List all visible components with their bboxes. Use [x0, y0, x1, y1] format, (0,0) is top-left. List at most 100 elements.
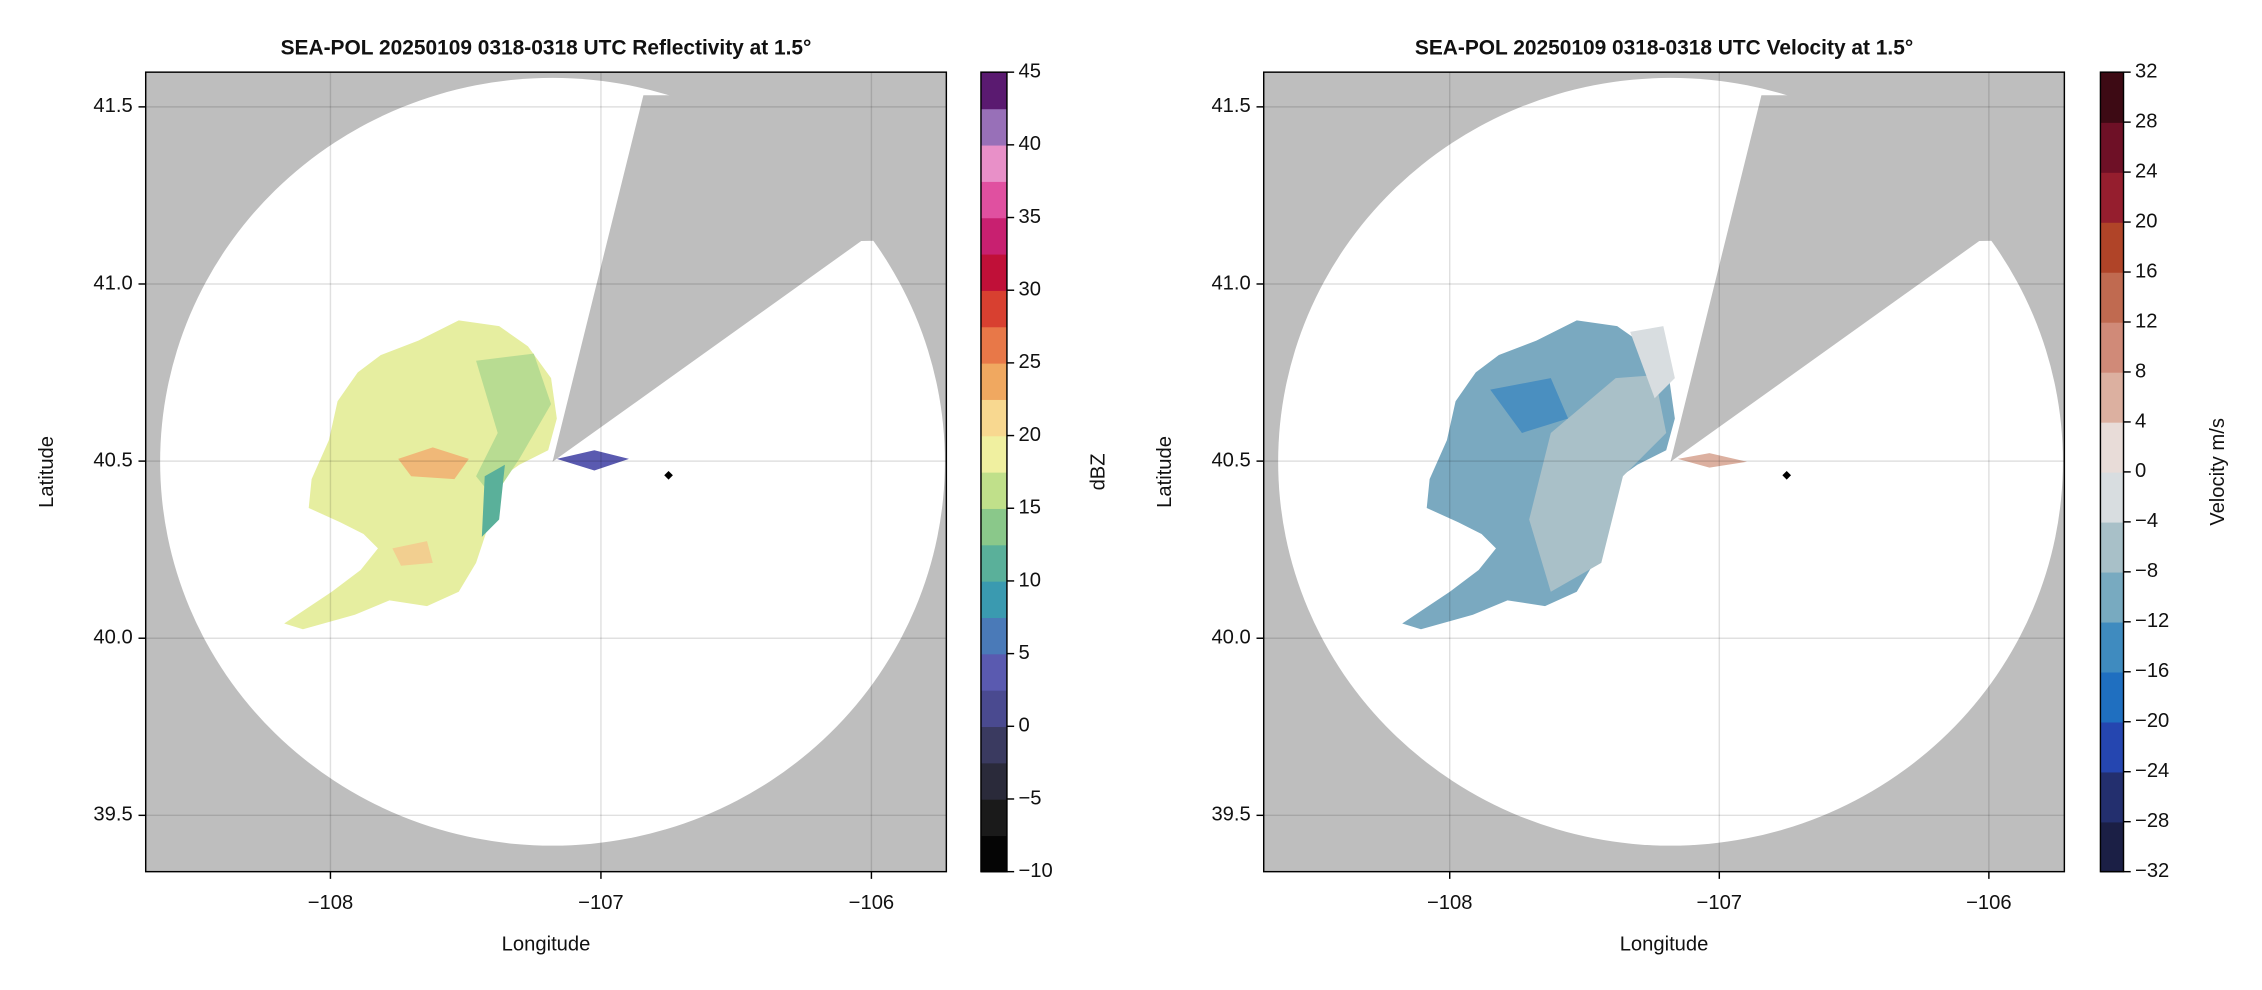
colorbar-tick-label: 15 — [1018, 497, 1040, 519]
colorbar-tick-label: 0 — [1018, 715, 1029, 737]
colorbar-bin — [980, 580, 1007, 618]
colorbar-tick-label: −24 — [2135, 760, 2169, 782]
colorbar-tick-label: 30 — [1018, 279, 1040, 301]
colorbar-tick-label: −4 — [2135, 510, 2158, 532]
colorbar-tick-label: 8 — [2135, 360, 2146, 382]
colorbar-label: dBZ — [1088, 453, 1110, 490]
colorbar-bin — [2100, 771, 2124, 823]
x-tick-label: −106 — [849, 892, 894, 914]
colorbar-tick-label: 4 — [2135, 410, 2146, 432]
y-tick-label: 39.5 — [1211, 804, 1250, 826]
colorbar-bin — [2100, 72, 2124, 123]
echo — [1402, 320, 1747, 630]
echo — [392, 541, 433, 566]
colorbar-tick-label: 16 — [2135, 260, 2157, 282]
y-tick-label: 40.0 — [93, 627, 132, 649]
colorbar-bin — [980, 144, 1007, 182]
colorbar-tick-label: 12 — [2135, 310, 2157, 332]
colorbar-bin — [980, 399, 1007, 437]
colorbar-tick-label: 20 — [1018, 424, 1040, 446]
y-axis-label: Latitude — [36, 436, 58, 508]
colorbar-label: Velocity m/s — [2207, 418, 2229, 526]
y-tick-label: 40.0 — [1211, 627, 1250, 649]
x-tick-label: −107 — [1697, 892, 1742, 914]
colorbar-tick-label: −5 — [1018, 787, 1041, 809]
blocked-sector — [1670, 95, 2065, 462]
colorbar-tick-label: −12 — [2135, 610, 2169, 632]
colorbar-tick-label: −28 — [2135, 810, 2169, 832]
colorbar-bin — [2100, 571, 2124, 623]
colorbar-bin — [980, 544, 1007, 582]
chart-title: SEA-POL 20250109 0318-0318 UTC Reflectiv… — [281, 37, 812, 60]
colorbar-tick-label: 25 — [1018, 351, 1040, 373]
y-axis-label: Latitude — [1154, 436, 1176, 508]
colorbar-bin — [2100, 671, 2124, 723]
colorbar-bin — [2100, 521, 2124, 573]
colorbar-bin — [2100, 821, 2124, 873]
colorbar-bin — [980, 435, 1007, 473]
echo — [398, 447, 469, 480]
colorbar-bin — [980, 835, 1007, 873]
blocked-sector — [552, 95, 947, 462]
colorbar-bin — [980, 617, 1007, 655]
colorbar-bin — [2100, 222, 2124, 273]
colorbar-bin — [2100, 322, 2124, 373]
echo — [481, 464, 505, 537]
colorbar-bin — [2100, 371, 2124, 423]
colorbar-bin — [980, 762, 1007, 800]
y-tick-label: 40.5 — [1211, 449, 1250, 471]
colorbar-bin — [980, 326, 1007, 364]
chart-layer: −108 −107 −10639.540.040.541.041.5SEA-POL … — [36, 37, 2229, 956]
colorbar-tick-label: 45 — [1018, 60, 1040, 82]
colorbar-tick-label: 40 — [1018, 133, 1040, 155]
y-tick-label: 39.5 — [93, 804, 132, 826]
colorbar-tick-label: −16 — [2135, 660, 2169, 682]
x-axis-label: Longitude — [1620, 934, 1709, 956]
axes-frame — [1262, 71, 2066, 873]
colorbar-bin — [980, 689, 1007, 728]
colorbar-frame — [980, 71, 1008, 873]
y-tick-label: 41.0 — [1211, 272, 1250, 294]
y-tick-label: 41.0 — [93, 272, 132, 294]
x-tick-label: −108 — [1427, 892, 1472, 914]
colorbar-tick-label: 10 — [1018, 569, 1040, 591]
colorbar-bin — [980, 362, 1007, 400]
colorbar-tick-label: −32 — [2135, 860, 2169, 882]
echo — [476, 353, 552, 498]
radar-site — [664, 470, 673, 480]
radar-site — [1782, 470, 1792, 480]
x-tick-label: −107 — [578, 892, 623, 914]
colorbar-bin — [980, 471, 1007, 509]
colorbar-tick-label: −10 — [1018, 860, 1052, 882]
colorbar-tick-label: 24 — [2135, 160, 2157, 182]
colorbar-bin — [980, 726, 1007, 764]
plot-area — [145, 72, 947, 872]
colorbar-bin — [2100, 621, 2124, 673]
colorbar-tick-label: −8 — [2135, 560, 2158, 582]
x-axis-label: Longitude — [502, 934, 591, 956]
colorbar-bin — [980, 217, 1007, 255]
y-tick-label: 40.5 — [93, 449, 132, 471]
y-tick-label: 41.5 — [93, 95, 132, 117]
colorbar-tick-label: 5 — [1018, 642, 1029, 664]
echo — [556, 450, 629, 471]
x-tick-label: −106 — [1966, 892, 2011, 914]
colorbar-tick-label: 35 — [1018, 206, 1040, 228]
colorbar-bin — [980, 181, 1007, 219]
axes-frame — [144, 71, 948, 873]
colorbar-bin — [2100, 471, 2124, 523]
colorbar-tick-label: −20 — [2135, 710, 2169, 732]
chart-title: SEA-POL 20250109 0318-0318 UTC Velocity … — [1415, 37, 1913, 60]
y-tick-label: 41.5 — [1211, 95, 1250, 117]
colorbar-bin — [980, 508, 1007, 546]
colorbar-bin — [980, 798, 1007, 837]
colorbar-bin — [980, 290, 1007, 328]
colorbar-tick-label: 28 — [2135, 110, 2157, 132]
colorbar-bin — [2100, 272, 2124, 323]
colorbar-bin — [980, 253, 1007, 291]
colorbar-bin — [2100, 721, 2124, 773]
colorbar-tick-label: 20 — [2135, 210, 2157, 232]
colorbar-bin — [2100, 122, 2124, 173]
